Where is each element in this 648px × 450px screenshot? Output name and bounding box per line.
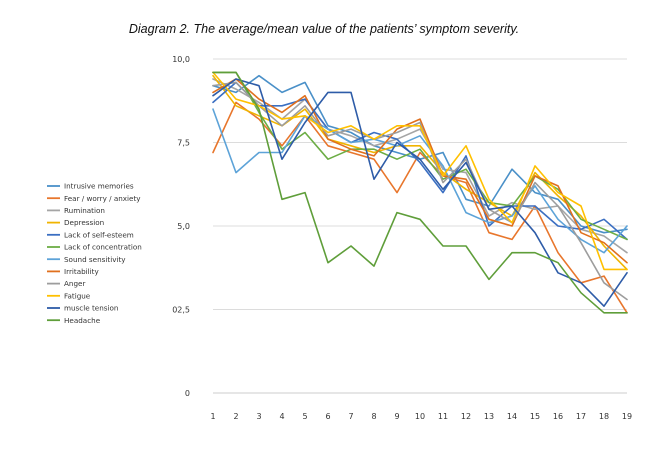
series-line-0	[212, 74, 628, 234]
series-line-4	[212, 81, 628, 241]
legend-label-11: Headache	[64, 316, 101, 325]
legend-label-8: Anger	[64, 279, 85, 288]
legend-label-5: Lack of concentration	[64, 243, 142, 252]
series-line-10	[212, 78, 628, 308]
x-tick-label: 14	[507, 412, 517, 421]
chart-title: Diagram 2. The average/mean value of the…	[128, 22, 520, 36]
x-tick-label: 12	[461, 412, 471, 421]
x-tick-label: 3	[256, 412, 261, 421]
y-tick-label: 0	[185, 389, 190, 398]
x-tick-label: 13	[484, 412, 494, 421]
legend-label-7: Irritability	[64, 267, 99, 276]
series-lines	[212, 71, 628, 314]
x-tick-label: 8	[371, 412, 376, 421]
y-tick-label: 02,5	[172, 306, 190, 315]
y-tick-label: 10,0	[172, 55, 190, 64]
legend-label-2: Rumination	[64, 206, 105, 215]
legend-label-4: Lack of self-esteem	[64, 230, 134, 239]
x-tick-label: 10	[415, 412, 425, 421]
legend-label-9: Fatigue	[64, 291, 91, 300]
series-line-11	[212, 71, 628, 314]
x-axis-ticks: 1 2 3 4 5 6 7 8 9 10 11 12 13 14 15 16 17 18 19	[210, 412, 632, 421]
legend-label-0: Intrusive memories	[64, 182, 134, 191]
x-tick-label: 18	[599, 412, 609, 421]
x-tick-label: 15	[530, 412, 540, 421]
series-line-1	[212, 101, 628, 314]
x-tick-label: 4	[279, 412, 284, 421]
x-tick-label: 17	[576, 412, 586, 421]
x-tick-label: 9	[394, 412, 399, 421]
legend-label-3: Depression	[64, 218, 104, 227]
x-tick-label: 16	[553, 412, 563, 421]
series-line-9	[212, 71, 628, 271]
x-tick-label: 2	[233, 412, 238, 421]
legend-label-10: muscle tension	[64, 304, 118, 313]
y-tick-label: 7,5	[177, 139, 190, 148]
legend-label-6: Sound sensitivity	[64, 255, 126, 264]
x-tick-label: 19	[622, 412, 632, 421]
series-line-6	[212, 108, 628, 254]
y-axis-ticks: 0 02,5 5,0 7,5 10,0	[172, 55, 190, 398]
x-tick-label: 6	[325, 412, 330, 421]
legend-label-1: Fear / worry / anxiety	[64, 194, 141, 203]
series-line-5	[212, 71, 628, 241]
series-line-7	[212, 78, 628, 264]
x-tick-label: 11	[438, 412, 448, 421]
x-tick-label: 1	[210, 412, 215, 421]
x-tick-label: 7	[348, 412, 353, 421]
x-tick-label: 5	[302, 412, 307, 421]
series-line-8	[212, 81, 628, 301]
y-tick-label: 5,0	[177, 222, 190, 231]
legend: Intrusive memories Fear / worry / anxiety…	[47, 182, 142, 325]
